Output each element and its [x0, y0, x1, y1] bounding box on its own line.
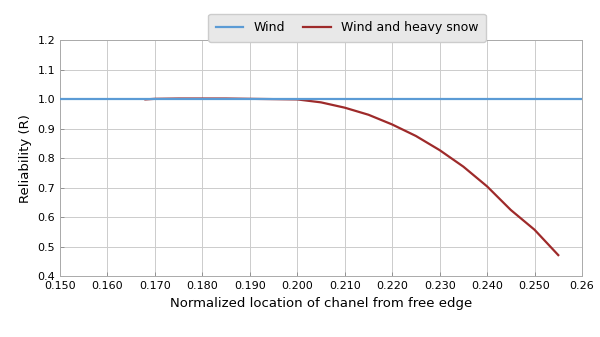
- Wind and heavy snow: [199, 96, 206, 100]
- Wind and heavy snow: [389, 122, 396, 126]
- Wind and heavy snow: [531, 228, 538, 232]
- Wind and heavy snow: [554, 253, 562, 257]
- Wind and heavy snow: [142, 97, 149, 101]
- Legend: Wind, Wind and heavy snow: Wind, Wind and heavy snow: [208, 14, 486, 42]
- Wind and heavy snow: [317, 100, 325, 104]
- Wind and heavy snow: [151, 97, 158, 101]
- Wind and heavy snow: [507, 208, 514, 212]
- Wind and heavy snow: [270, 97, 277, 101]
- Wind and heavy snow: [412, 134, 419, 138]
- Wind and heavy snow: [223, 96, 230, 100]
- X-axis label: Normalized location of chanel from free edge: Normalized location of chanel from free …: [170, 297, 472, 310]
- Wind and heavy snow: [484, 184, 491, 188]
- Wind and heavy snow: [460, 164, 467, 168]
- Wind and heavy snow: [341, 105, 349, 110]
- Wind and heavy snow: [293, 97, 301, 101]
- Wind and heavy snow: [436, 148, 443, 152]
- Line: Wind and heavy snow: Wind and heavy snow: [145, 98, 558, 255]
- Wind and heavy snow: [365, 113, 372, 117]
- Wind and heavy snow: [246, 97, 253, 101]
- Y-axis label: Reliability (R): Reliability (R): [19, 114, 32, 203]
- Wind and heavy snow: [175, 96, 182, 100]
